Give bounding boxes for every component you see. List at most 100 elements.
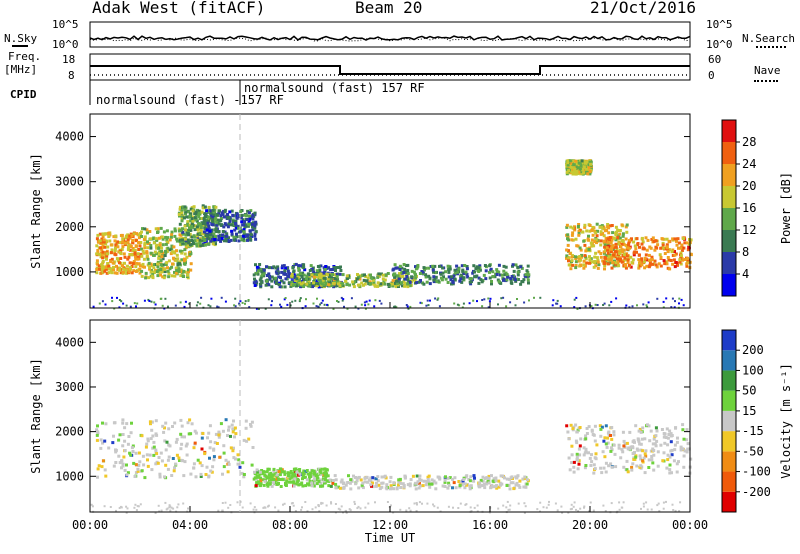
data-cell [625,223,629,227]
data-cell [131,450,135,453]
data-cell [653,442,657,446]
data-cell [229,446,233,450]
data-cell [511,263,515,267]
data-cell [421,270,425,274]
ground-scatter-cell [136,505,139,508]
data-cell [366,276,370,280]
data-cell [158,472,162,476]
data-cell [159,226,163,230]
data-cell [644,253,648,257]
ground-scatter-cell [506,500,509,503]
data-cell [100,237,104,241]
ground-scatter-cell [294,510,297,512]
data-cell [301,474,305,478]
data-cell [198,461,202,465]
ground-scatter-cell [509,504,512,507]
data-cell [594,251,598,255]
data-cell [621,430,625,434]
data-cell [362,278,366,282]
data-cell [317,479,321,483]
data-cell [293,468,296,472]
data-cell [203,452,207,456]
ground-scatter-cell [330,502,333,505]
data-cell [191,219,195,223]
data-cell [360,483,364,487]
ground-scatter-cell [291,300,294,303]
data-cell [415,281,419,285]
data-cell [118,240,122,244]
data-cell [520,280,524,283]
data-cell [276,267,280,271]
data-cell [633,244,637,248]
ground-scatter-cell [182,502,185,505]
data-cell [298,472,302,476]
data-cell [468,484,472,488]
data-cell [620,242,624,246]
y-tick-label: 3000 [55,175,84,189]
ground-scatter-cell [290,502,293,505]
data-cell [599,466,603,470]
data-cell [307,482,310,486]
colorbar-tick-label: 100 [742,363,764,377]
data-cell [185,453,189,457]
data-cell [293,275,297,278]
data-cell [675,239,678,243]
ground-scatter-cell [346,307,349,310]
data-cell [126,238,130,242]
data-cell [332,285,336,289]
data-cell [183,242,187,246]
data-cell [663,441,667,445]
ground-scatter-cell [615,297,618,300]
data-cell [371,485,375,489]
data-cell [469,475,473,479]
data-cell [181,205,185,209]
x-tick-label: 20:00 [572,518,608,532]
data-cell [475,274,479,278]
data-cell [567,437,571,441]
data-cell [183,270,187,274]
data-cell [287,480,291,484]
data-cell [511,481,515,485]
data-cell [256,272,260,276]
data-cell [219,239,223,243]
data-cell [610,224,614,227]
ground-scatter-cell [569,508,572,511]
data-cell [159,259,163,263]
data-cell [402,484,406,487]
data-cell [588,258,592,262]
data-cell [214,242,217,246]
data-cell [124,236,128,240]
data-cell [579,437,583,441]
data-cell [201,243,205,247]
ground-scatter-cell [380,302,383,305]
ground-scatter-cell [158,510,161,513]
data-cell [238,230,242,234]
ground-scatter-cell [247,299,250,301]
data-cell [675,243,679,247]
data-cell [626,258,630,262]
data-cell [446,281,450,284]
ground-scatter-cell [497,507,500,510]
ground-scatter-cell [344,509,347,512]
data-cell [149,244,153,247]
data-cell [371,481,374,485]
data-cell [264,283,268,287]
data-cell [483,486,487,490]
data-cell [473,270,476,274]
data-cell [183,460,187,464]
data-cell [255,265,259,269]
cpid-text-2: normalsound (fast) 157 RF [244,81,425,95]
data-cell [671,254,675,257]
ground-scatter-cell [407,307,410,310]
data-cell [287,275,291,278]
data-cell [167,455,171,459]
data-cell [209,469,213,473]
data-cell [206,436,209,440]
data-cell [120,459,124,463]
ground-scatter-cell [255,307,258,310]
data-cell [138,267,142,271]
data-cell [206,221,210,225]
ground-scatter-cell [427,304,430,307]
data-cell [417,280,421,284]
data-cell [224,458,228,462]
